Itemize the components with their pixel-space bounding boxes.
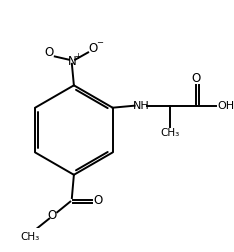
Text: +: +	[74, 52, 80, 61]
Text: N: N	[67, 55, 76, 68]
Text: NH: NH	[133, 101, 150, 111]
Text: OH: OH	[217, 101, 234, 111]
Text: O: O	[48, 209, 57, 222]
Text: CH₃: CH₃	[161, 128, 180, 138]
Text: −: −	[96, 38, 103, 47]
Text: CH₃: CH₃	[20, 232, 40, 242]
Text: O: O	[44, 46, 53, 59]
Text: O: O	[191, 72, 200, 85]
Text: O: O	[89, 42, 98, 55]
Text: O: O	[94, 194, 103, 206]
